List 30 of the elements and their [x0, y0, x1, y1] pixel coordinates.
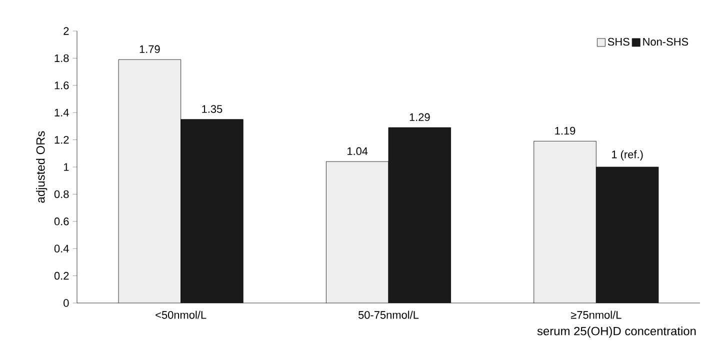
- data-label: 1 (ref.): [612, 150, 643, 160]
- y-tick-label: 1.4: [54, 108, 69, 116]
- y-tick-label: 0: [64, 299, 69, 307]
- y-tick-label: 0.8: [54, 190, 69, 198]
- y-tick-label: 0.6: [54, 218, 69, 226]
- y-tick-label: 1.6: [54, 82, 69, 90]
- x-tick-label: <50nmol/L: [156, 310, 206, 319]
- y-axis-title: adjusted ORs: [36, 131, 48, 203]
- y-tick-label: 1: [64, 163, 69, 171]
- data-label: 1.04: [348, 147, 368, 156]
- x-tick-label: ≥75nmol/L: [570, 310, 622, 319]
- legend-label: Non-SHS: [643, 38, 688, 46]
- y-tick-label: 2: [64, 27, 69, 35]
- bar: [326, 162, 389, 303]
- y-tick-label: 0.4: [54, 244, 69, 252]
- data-label: 1.29: [410, 113, 430, 122]
- bar: [596, 166, 659, 303]
- y-tick-label: 1.2: [54, 136, 69, 144]
- data-label: 1.79: [140, 45, 160, 54]
- bar: [180, 119, 244, 303]
- bar: [388, 128, 451, 303]
- data-label: 1.35: [202, 105, 222, 113]
- y-tick-label: 1.8: [54, 54, 69, 62]
- x-tick-label: 50-75nmol/L: [358, 310, 419, 319]
- bar: [118, 60, 181, 303]
- x-axis-title: serum 25(OH)D concentration: [537, 326, 696, 338]
- bar: [534, 140, 596, 303]
- data-label: 1.19: [555, 126, 576, 135]
- y-tick-label: 0.2: [54, 272, 69, 280]
- legend-label: SHS: [608, 38, 630, 46]
